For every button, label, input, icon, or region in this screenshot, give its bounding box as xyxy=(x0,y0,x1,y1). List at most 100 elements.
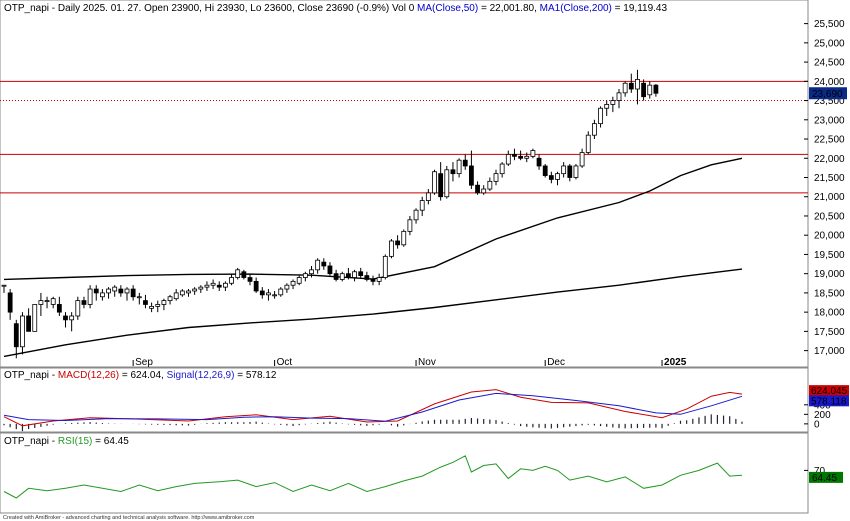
candle-body xyxy=(50,298,56,305)
candle-body xyxy=(641,82,646,98)
candle-body xyxy=(352,271,357,278)
candle-body xyxy=(241,271,247,278)
candle-body xyxy=(100,292,105,298)
macd-pane-frame xyxy=(0,367,809,433)
candle-body xyxy=(56,304,62,313)
candle-body xyxy=(136,296,142,299)
candle xyxy=(149,302,155,313)
rsi-badge-label: 64.45 xyxy=(812,473,837,484)
month-label: Dec xyxy=(547,357,565,368)
candle-body xyxy=(118,288,124,294)
price-tick-label: 20,500 xyxy=(814,211,845,222)
candle xyxy=(216,281,222,291)
price-tick-label: 21,000 xyxy=(814,192,845,203)
candle xyxy=(124,287,130,301)
candle-body xyxy=(579,152,585,167)
candle-body xyxy=(592,123,597,136)
candle-body xyxy=(505,154,511,165)
candlesticks xyxy=(1,69,659,359)
candle xyxy=(118,285,124,297)
candle-body xyxy=(192,288,198,292)
rsi-tick-label: 70 xyxy=(814,466,826,477)
price-tick-label: 17,000 xyxy=(814,346,845,357)
last-price-badge: 23,690 xyxy=(809,87,847,100)
candle-body xyxy=(450,169,456,175)
candle xyxy=(253,277,259,293)
candle-body xyxy=(345,273,351,278)
price-tick-label: 17,500 xyxy=(814,327,845,338)
candle-body xyxy=(395,240,401,246)
candle xyxy=(401,229,407,247)
candle-body xyxy=(635,78,640,90)
candle xyxy=(475,181,480,195)
candle xyxy=(462,154,468,170)
candle xyxy=(493,169,499,186)
candle-body xyxy=(555,173,560,180)
price-tick-label: 21,500 xyxy=(814,173,845,184)
candle xyxy=(1,284,7,293)
candle-body xyxy=(438,173,444,198)
candle xyxy=(179,289,185,297)
candle xyxy=(358,267,364,278)
price-tick-label: 24,500 xyxy=(814,58,845,69)
candle-body xyxy=(229,277,234,284)
candle xyxy=(413,208,419,224)
candle-body xyxy=(468,165,474,186)
candle-body xyxy=(81,300,87,305)
macd-pane: OTP_napi - MACD(12,26) = 624.04, Signal(… xyxy=(0,367,849,433)
candle xyxy=(579,148,585,168)
price-pane-frame xyxy=(0,0,809,368)
rsi-line xyxy=(3,455,743,499)
candle xyxy=(653,84,659,97)
candle xyxy=(333,269,339,282)
candle-body xyxy=(456,159,462,175)
candle-body xyxy=(370,279,376,282)
candle xyxy=(567,164,573,182)
candle xyxy=(352,269,357,282)
candle xyxy=(130,285,136,301)
candle-body xyxy=(198,286,204,290)
candle xyxy=(376,273,382,286)
candle-body xyxy=(173,292,179,300)
candle xyxy=(555,171,560,186)
candle-body xyxy=(530,150,536,157)
candle xyxy=(425,189,431,205)
candle xyxy=(610,96,616,113)
price-tick-label: 22,000 xyxy=(814,154,845,165)
candle xyxy=(186,289,191,297)
candle xyxy=(56,296,62,316)
candle xyxy=(167,294,173,305)
last-price-badge-label: 23,690 xyxy=(812,89,843,100)
candle-body xyxy=(487,180,493,190)
candle xyxy=(647,81,653,99)
moving-averages xyxy=(3,157,743,358)
price-tick-label: 22,500 xyxy=(814,135,845,146)
month-label: 2025 xyxy=(664,357,687,368)
candle xyxy=(241,269,247,280)
macd-tick-label: 0 xyxy=(814,419,820,430)
candle xyxy=(136,292,142,305)
candle xyxy=(100,289,105,301)
candle xyxy=(210,279,216,290)
candle xyxy=(63,312,68,328)
macd-badge-bg xyxy=(809,385,849,397)
candle xyxy=(536,154,542,170)
candle xyxy=(26,308,32,332)
macd-badge-bg xyxy=(809,395,849,407)
candle xyxy=(278,287,284,297)
candle xyxy=(432,169,437,195)
candle-body xyxy=(333,273,339,280)
candle-body xyxy=(425,192,431,201)
candle-body xyxy=(75,300,81,317)
candle-body xyxy=(179,290,185,296)
candle xyxy=(38,292,44,316)
price-title: OTP_napi - Daily 2025. 01. 27. Open 2390… xyxy=(4,3,667,14)
candle-body xyxy=(93,288,99,294)
candle xyxy=(512,148,517,161)
candle xyxy=(204,281,210,291)
candle-body xyxy=(309,269,314,275)
candle-body xyxy=(598,107,603,125)
candle xyxy=(50,296,56,309)
candle xyxy=(327,262,333,276)
